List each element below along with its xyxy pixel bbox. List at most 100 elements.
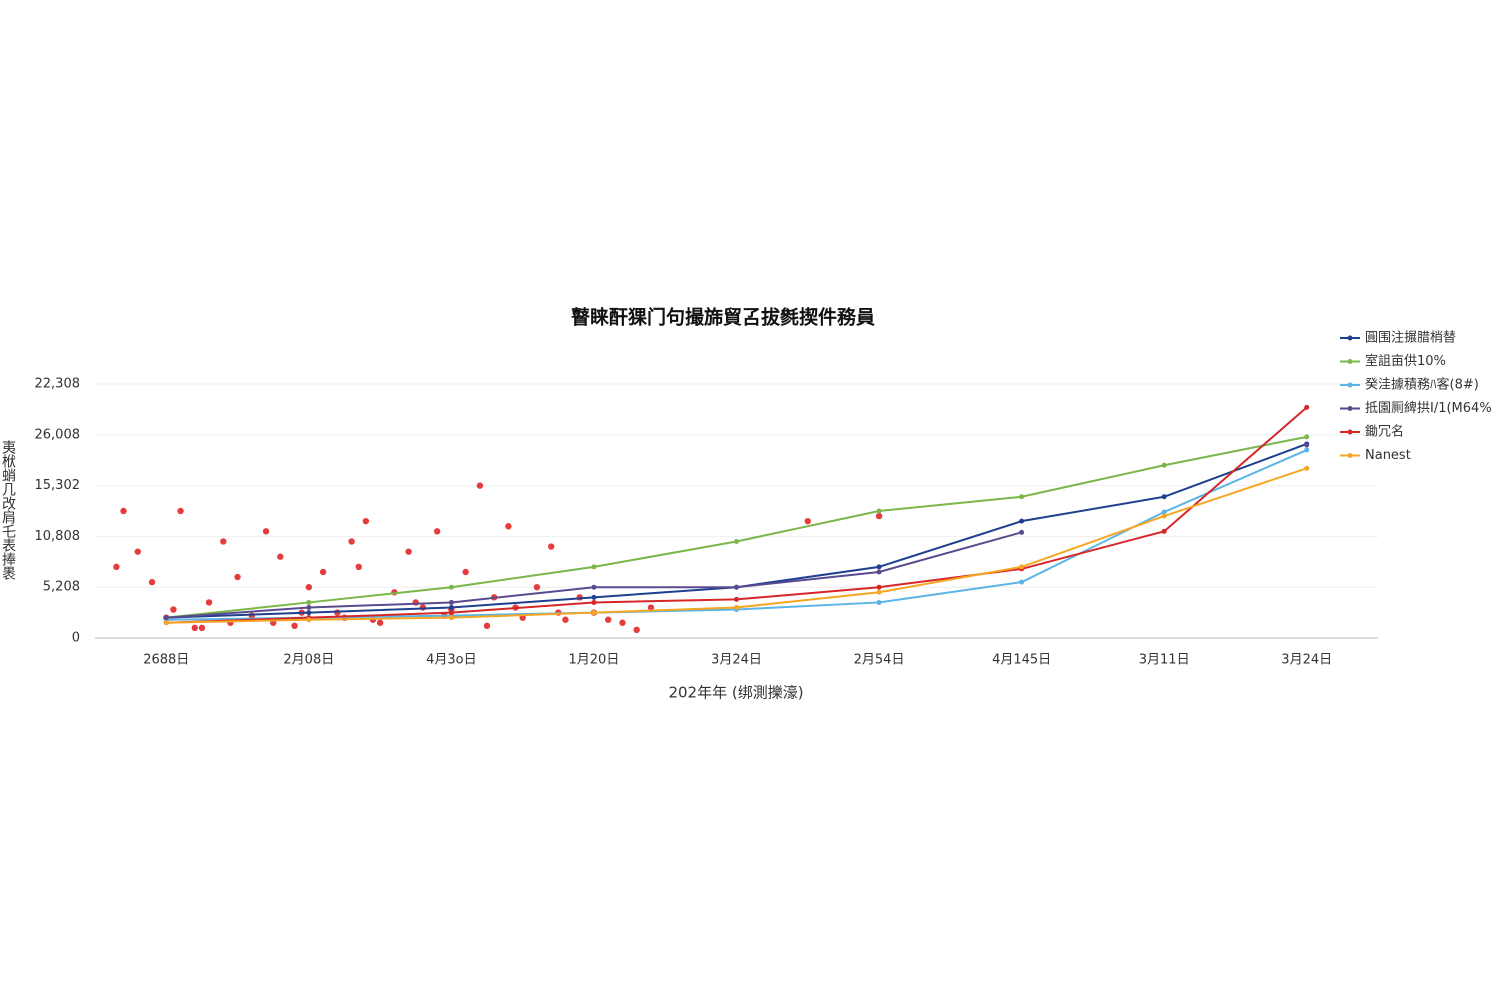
- scatter-point: [134, 548, 141, 555]
- series-point: [1304, 447, 1310, 453]
- legend-label: 鋤冗名: [1365, 424, 1404, 440]
- series-point: [591, 564, 597, 570]
- scatter-point: [376, 619, 384, 626]
- legend-swatch-dot: [1347, 406, 1353, 411]
- series-point: [1019, 529, 1025, 535]
- series-point: [306, 605, 312, 611]
- scatter-point: [262, 528, 270, 535]
- scatter-point: [305, 584, 313, 591]
- scatter-point: [113, 563, 120, 571]
- series-point: [163, 620, 169, 626]
- series-point: [1019, 564, 1025, 570]
- scatter-point: [462, 568, 469, 576]
- series-point: [876, 564, 882, 570]
- scatter-point: [120, 507, 127, 515]
- series-point: [591, 599, 597, 605]
- series-point: [1304, 465, 1310, 471]
- y-tick-label: 22,308: [35, 377, 81, 392]
- legend-label: Nanest: [1365, 448, 1411, 463]
- scatter-point: [205, 599, 213, 606]
- chart-title: 瞽睐酐猓门句撮旆貿叾拔毿揳件務員: [571, 306, 875, 329]
- scatter-point: [198, 624, 206, 632]
- y-axis-label: 夷栿蛸几改肩乇表捧褁: [0, 440, 16, 580]
- scatter-point: [483, 622, 491, 630]
- series-point: [734, 584, 739, 590]
- scatter-point: [191, 624, 198, 632]
- scatter-point: [619, 619, 626, 626]
- series-point: [876, 599, 882, 605]
- series-point: [1161, 513, 1167, 519]
- series-point: [448, 599, 454, 605]
- scatter-point: [647, 604, 655, 611]
- series-point: [448, 605, 454, 611]
- legend-swatch-dot: [1347, 359, 1353, 364]
- series-point: [876, 569, 882, 575]
- legend-label: 癸洼據積務ﾊ客(8#): [1365, 377, 1479, 393]
- series-point: [1161, 509, 1167, 515]
- series-line: [166, 449, 1308, 621]
- series-point: [1019, 518, 1025, 524]
- scatter-point: [804, 517, 811, 525]
- series-point: [734, 605, 739, 611]
- x-tick-label: 1月20日: [569, 653, 620, 668]
- series-point: [734, 538, 739, 544]
- scatter-point: [605, 616, 612, 623]
- x-tick-label: 4月3o日: [426, 653, 477, 668]
- series-point: [1161, 494, 1167, 500]
- scatter-point: [412, 599, 419, 606]
- series-line: [166, 406, 1308, 624]
- scatter-point: [362, 517, 370, 525]
- scatter-point: [533, 584, 541, 591]
- series-point: [1304, 404, 1310, 410]
- series-point: [163, 615, 169, 621]
- scatter-point: [148, 578, 156, 586]
- y-tick-label: 0: [72, 631, 80, 646]
- legend-label: 圓围注搌腊梢替: [1365, 331, 1456, 346]
- y-tick-label: 5,208: [43, 580, 80, 595]
- series-point: [306, 610, 312, 616]
- x-tick-label: 2月54日: [854, 653, 905, 668]
- scatter-point: [355, 563, 362, 571]
- series-line: [166, 443, 1308, 619]
- series-point: [591, 610, 597, 616]
- x-axis-label: 202年年 (绑測擽濠): [668, 684, 803, 702]
- y-tick-label: 26,008: [35, 427, 81, 442]
- series-point: [876, 584, 882, 590]
- series-point: [1304, 442, 1310, 448]
- series-point: [448, 610, 454, 616]
- series-point: [1161, 528, 1167, 534]
- scatter-point: [505, 523, 512, 530]
- x-tick-label: 3月24日: [1281, 653, 1332, 668]
- scatter-point: [291, 622, 298, 630]
- scatter-point: [547, 543, 555, 550]
- scatter-point: [277, 553, 284, 560]
- x-tick-label: 2月08日: [283, 653, 334, 668]
- series-point: [306, 617, 312, 623]
- scatter-point: [405, 548, 412, 555]
- scatter-point: [433, 528, 441, 535]
- series-point: [591, 594, 597, 600]
- y-tick-label: 10,808: [35, 529, 81, 544]
- x-tick-label: 3月24日: [711, 653, 762, 668]
- y-tick-label: 15,302: [35, 478, 81, 493]
- legend-swatch-dot: [1347, 429, 1353, 435]
- scatter-point: [319, 568, 327, 576]
- series-point: [1161, 462, 1167, 468]
- scatter-point: [170, 606, 177, 613]
- x-tick-label: 4月145日: [992, 653, 1051, 668]
- legend-swatch-dot: [1347, 453, 1353, 458]
- scatter-point: [220, 538, 227, 545]
- scatter-point: [562, 616, 569, 623]
- scatter-point: [348, 538, 355, 545]
- series-point: [448, 615, 454, 621]
- scatter-point: [177, 507, 184, 515]
- series-point: [1019, 579, 1025, 585]
- x-tick-label: 3月11日: [1139, 653, 1190, 668]
- legend-swatch-dot: [1347, 382, 1353, 388]
- series-point: [876, 589, 882, 595]
- series-point: [1019, 494, 1025, 500]
- legend-label: 抵園厠綼拱I/1(M64%: [1365, 401, 1492, 416]
- scatter-point: [875, 512, 883, 520]
- series-point: [876, 508, 882, 514]
